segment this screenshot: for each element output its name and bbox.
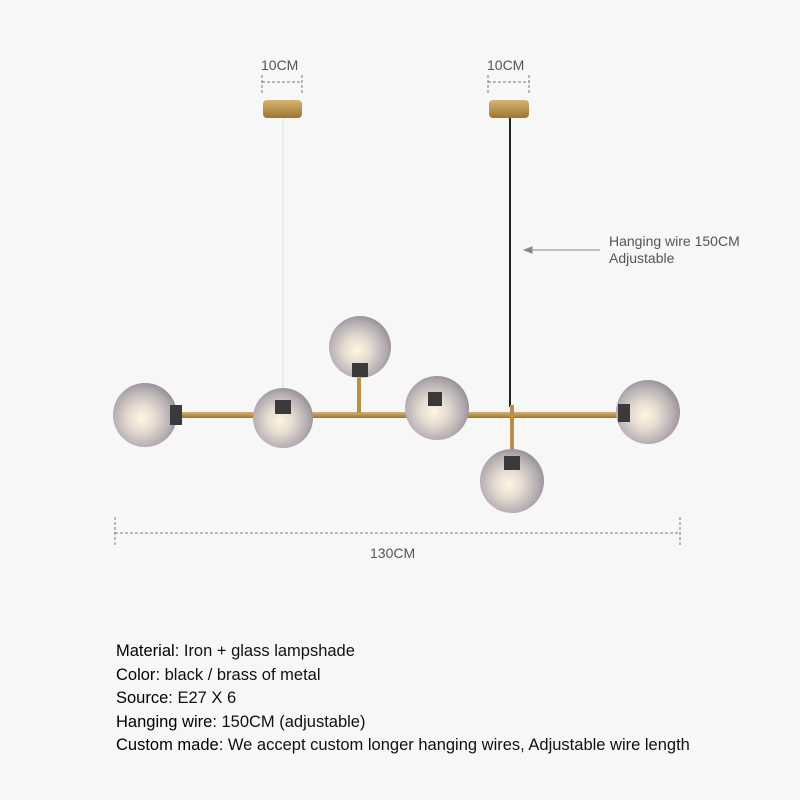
globe bbox=[329, 316, 391, 378]
globe bbox=[480, 449, 544, 513]
spec-value: : E27 X 6 bbox=[168, 689, 237, 707]
spec-color: Color: black / brass of metal bbox=[116, 664, 690, 688]
spec-material: Material: Iron + glass lampshade bbox=[116, 640, 690, 664]
spec-source: Source: E27 X 6 bbox=[116, 687, 690, 711]
wire-note-line1: Hanging wire 150CM bbox=[609, 233, 740, 249]
spec-value: : We accept custom longer hanging wires,… bbox=[218, 736, 690, 754]
spec-label: Source bbox=[116, 689, 169, 707]
spec-value: : black / brass of metal bbox=[155, 665, 321, 684]
spec-value: : 150CM (adjustable) bbox=[212, 712, 366, 731]
globe bbox=[253, 388, 313, 448]
canopy-left-width: 10CM bbox=[261, 57, 299, 73]
spec-label: Color bbox=[116, 665, 156, 684]
canopy-left bbox=[263, 100, 302, 118]
globe bbox=[616, 380, 680, 444]
spec-list: Material: Iron + glass lampshade Color: … bbox=[116, 640, 690, 758]
spec-hanging-wire: Hanging wire: 150CM (adjustable) bbox=[116, 711, 690, 735]
globe bbox=[405, 376, 469, 440]
canopy-right bbox=[489, 100, 529, 118]
total-width: 130CM bbox=[370, 545, 416, 561]
canopy-right-width: 10CM bbox=[487, 57, 525, 73]
spec-label: Hanging wire bbox=[116, 712, 213, 731]
wire-arrow bbox=[522, 246, 600, 254]
wire-note: Hanging wire 150CM Adjustable bbox=[609, 233, 740, 267]
stem-up bbox=[357, 375, 361, 413]
globe bbox=[113, 383, 177, 447]
glass-globes bbox=[113, 316, 680, 513]
bulb-sockets bbox=[170, 363, 630, 470]
main-rod bbox=[175, 412, 625, 418]
stem-down bbox=[510, 405, 514, 450]
canopy-dimension-markers bbox=[114, 75, 681, 547]
spec-label: Custom made bbox=[116, 736, 219, 754]
spec-custom-made: Custom made: We accept custom longer han… bbox=[116, 734, 690, 758]
wire-note-line2: Adjustable bbox=[609, 250, 675, 266]
spec-value: : Iron + glass lampshade bbox=[174, 642, 355, 660]
spec-label: Material bbox=[116, 642, 175, 660]
